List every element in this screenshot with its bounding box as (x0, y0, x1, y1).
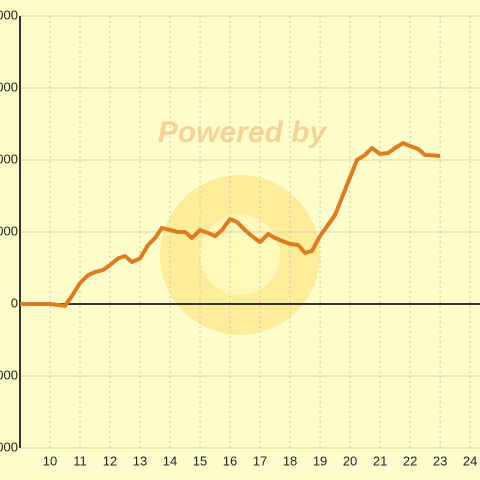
x-tick-label: 14 (163, 453, 177, 468)
y-tick-label: 6,000 (0, 151, 18, 166)
watermark: Powered by (158, 116, 328, 149)
y-tick-label: 12,000 (0, 7, 18, 22)
x-tick-label: 20 (343, 453, 357, 468)
x-tick-label: 11 (73, 453, 87, 468)
x-tick-label: 22 (403, 453, 417, 468)
x-tick-label: 23 (433, 453, 447, 468)
x-tick-label: 12 (103, 453, 117, 468)
x-tick-label: 16 (223, 453, 237, 468)
y-tick-label: -6,000 (0, 439, 18, 454)
x-tick-label: 24 (463, 453, 477, 468)
x-tick-label: 19 (313, 453, 327, 468)
x-tick-label: 21 (373, 453, 387, 468)
line (20, 140, 441, 308)
x-tick-label: 18 (283, 453, 297, 468)
x-tick-label: 15 (193, 453, 207, 468)
watermark-logo (160, 175, 320, 335)
y-tick-label: 3,000 (0, 223, 18, 238)
x-tick-label: 13 (133, 453, 147, 468)
y-tick-label: 0 (11, 295, 18, 310)
x-tick-label: 17 (253, 453, 267, 468)
x-tick-label: 10 (43, 453, 57, 468)
y-tick-label: -3,000 (0, 367, 18, 382)
y-tick-label: 9,000 (0, 79, 18, 94)
